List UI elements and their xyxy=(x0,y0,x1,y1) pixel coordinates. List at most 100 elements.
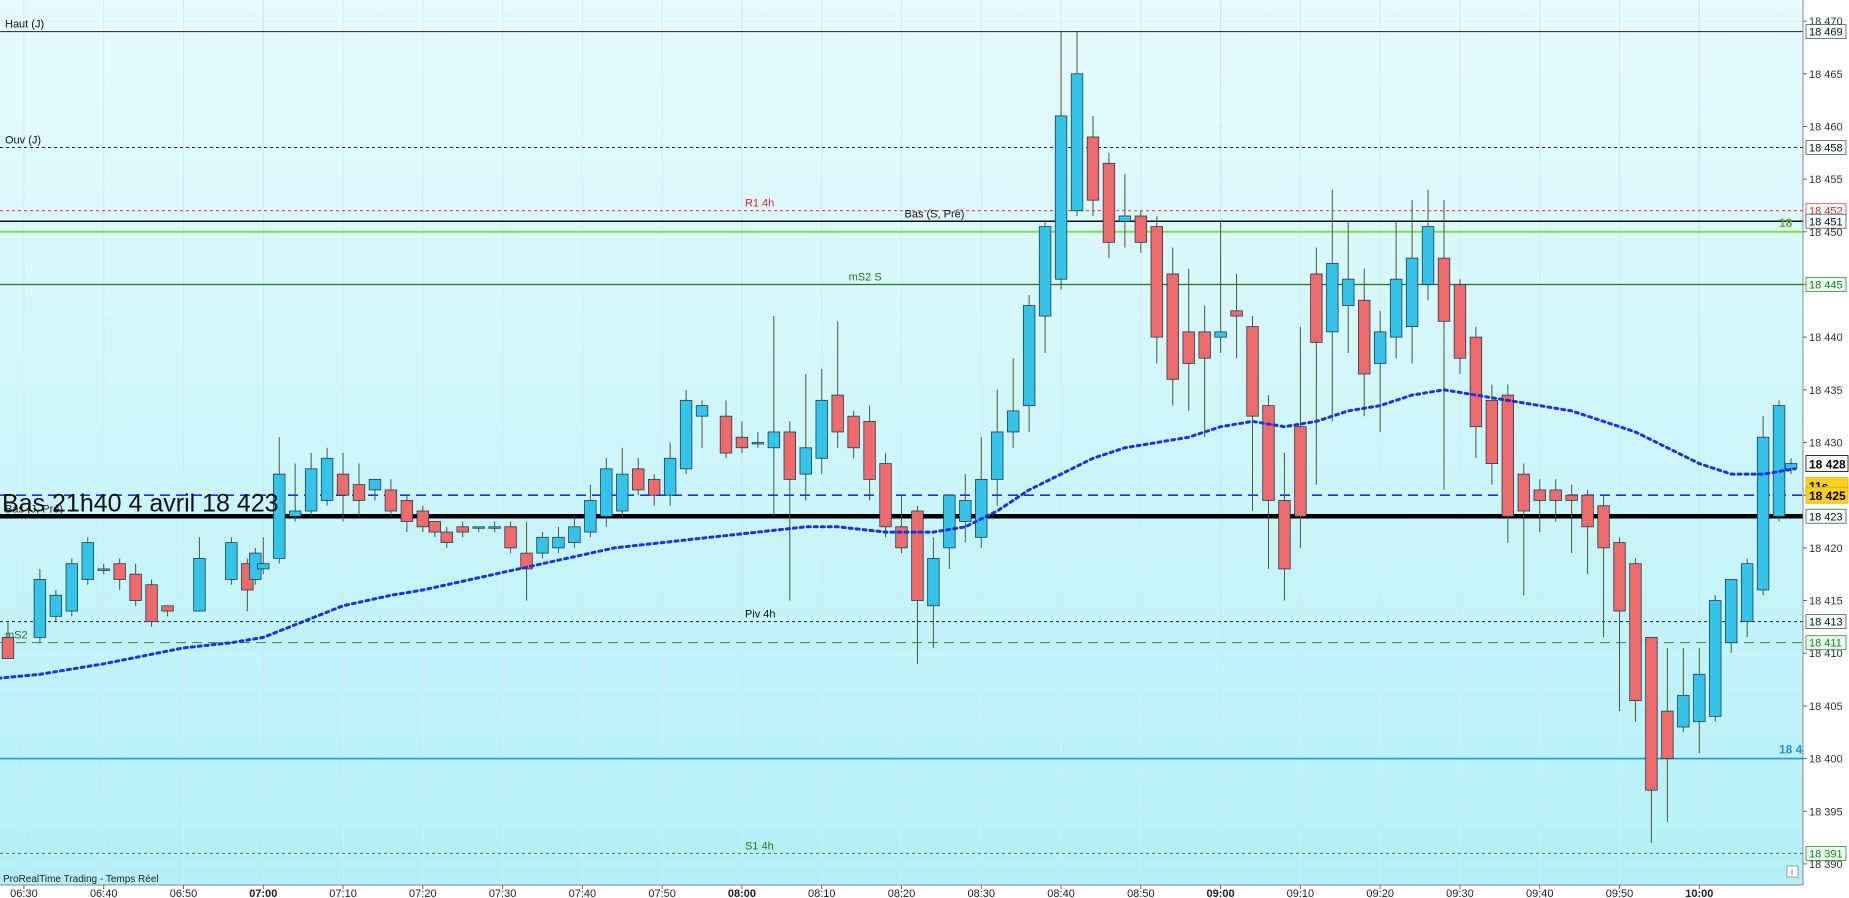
candle-body[interactable] xyxy=(1772,405,1786,517)
candle-body[interactable] xyxy=(161,605,174,612)
candle-body[interactable] xyxy=(145,584,158,623)
candle-body[interactable] xyxy=(1038,226,1052,317)
candle-body[interactable] xyxy=(1613,542,1626,612)
candle-body[interactable] xyxy=(1645,637,1658,791)
candle-body[interactable] xyxy=(225,542,238,580)
candle-body[interactable] xyxy=(81,542,94,580)
candle-body[interactable] xyxy=(552,536,565,549)
candle-body[interactable] xyxy=(1054,115,1068,280)
candle-body[interactable] xyxy=(320,457,334,501)
candle-body[interactable] xyxy=(1,637,15,659)
candle-body[interactable] xyxy=(33,579,47,638)
candle-body[interactable] xyxy=(336,473,350,496)
candle-body[interactable] xyxy=(1485,399,1499,464)
candle-body[interactable] xyxy=(1230,310,1243,317)
candle-body[interactable] xyxy=(847,415,860,449)
candle-body[interactable] xyxy=(1581,494,1594,528)
candle-body[interactable] xyxy=(719,415,733,454)
candle-body[interactable] xyxy=(193,557,206,612)
candle-body[interactable] xyxy=(975,478,988,538)
candle-body[interactable] xyxy=(536,536,549,554)
candle-body[interactable] xyxy=(1326,262,1339,333)
candle-body[interactable] xyxy=(584,500,597,533)
candle-body[interactable] xyxy=(1565,494,1578,501)
candle-body[interactable] xyxy=(1469,336,1483,428)
candle-body[interactable] xyxy=(428,521,441,533)
candle-body[interactable] xyxy=(1677,694,1690,728)
candle-body[interactable] xyxy=(1086,136,1100,201)
candle-body[interactable] xyxy=(65,563,78,612)
candle-body[interactable] xyxy=(1246,326,1259,417)
candle-body[interactable] xyxy=(304,468,318,512)
candle-body[interactable] xyxy=(616,473,629,512)
candle-body[interactable] xyxy=(1070,73,1084,212)
candle-body[interactable] xyxy=(1389,278,1403,338)
candle-body[interactable] xyxy=(943,494,956,549)
candle-body[interactable] xyxy=(1342,278,1355,306)
candle-body[interactable] xyxy=(97,568,110,571)
candle-body[interactable] xyxy=(352,484,366,501)
candle-body[interactable] xyxy=(1693,673,1706,723)
candle-body[interactable] xyxy=(927,557,940,607)
candle-body[interactable] xyxy=(735,436,749,449)
candle-body[interactable] xyxy=(568,526,581,543)
candle-body[interactable] xyxy=(1182,331,1195,364)
candle-body[interactable] xyxy=(799,447,812,475)
candle-body[interactable] xyxy=(1501,394,1515,517)
candle-body[interactable] xyxy=(1310,273,1323,343)
candle-body[interactable] xyxy=(751,442,765,445)
candle-body[interactable] xyxy=(1740,563,1754,623)
candle-body[interactable] xyxy=(991,431,1004,480)
candle-body[interactable] xyxy=(257,563,270,570)
candle-body[interactable] xyxy=(911,510,924,601)
candle-body[interactable] xyxy=(1629,563,1642,702)
candle-body[interactable] xyxy=(679,399,693,470)
candle-body[interactable] xyxy=(632,468,645,491)
candle-body[interactable] xyxy=(1784,463,1798,470)
candle-body[interactable] xyxy=(368,478,382,491)
candle-body[interactable] xyxy=(1421,226,1435,285)
candle-body[interactable] xyxy=(1358,299,1371,375)
info-icon[interactable] xyxy=(1786,865,1799,878)
candle-body[interactable] xyxy=(1278,500,1291,570)
candle-body[interactable] xyxy=(600,468,613,517)
candle-body[interactable] xyxy=(695,405,709,417)
candle-body[interactable] xyxy=(879,463,892,528)
candle-body[interactable] xyxy=(1262,405,1275,501)
candle-body[interactable] xyxy=(1453,284,1467,359)
candle-body[interactable] xyxy=(767,431,781,449)
candle-body[interactable] xyxy=(288,510,302,517)
candle-body[interactable] xyxy=(456,526,469,533)
candle-body[interactable] xyxy=(488,526,501,529)
candle-body[interactable] xyxy=(1166,273,1179,380)
candle-body[interactable] xyxy=(1533,489,1546,501)
candle-body[interactable] xyxy=(416,510,430,528)
candle-body[interactable] xyxy=(663,457,677,496)
candle-body[interactable] xyxy=(1437,257,1451,322)
candle-body[interactable] xyxy=(1597,505,1610,549)
candle-body[interactable] xyxy=(1022,305,1036,407)
candle-body[interactable] xyxy=(1373,331,1387,364)
candle-body[interactable] xyxy=(1007,410,1020,433)
candle-body[interactable] xyxy=(1549,489,1562,501)
candle-body[interactable] xyxy=(1150,226,1163,338)
candle-body[interactable] xyxy=(520,552,533,570)
candle-body[interactable] xyxy=(815,399,828,459)
candle-body[interactable] xyxy=(113,563,126,580)
candle-body[interactable] xyxy=(49,594,63,617)
candle-body[interactable] xyxy=(1118,215,1132,222)
candle-body[interactable] xyxy=(1709,600,1722,717)
candle-body[interactable] xyxy=(783,431,796,480)
candle-body[interactable] xyxy=(959,500,972,522)
candle-body[interactable] xyxy=(1405,257,1419,328)
candle-body[interactable] xyxy=(129,573,142,601)
candle-body[interactable] xyxy=(1294,426,1307,517)
time-axis[interactable] xyxy=(0,885,1849,898)
candle-body[interactable] xyxy=(1725,579,1738,644)
candle-body[interactable] xyxy=(1756,436,1770,591)
candle-body[interactable] xyxy=(895,526,908,549)
candle-body[interactable] xyxy=(1102,162,1116,243)
candle-body[interactable] xyxy=(831,394,844,433)
